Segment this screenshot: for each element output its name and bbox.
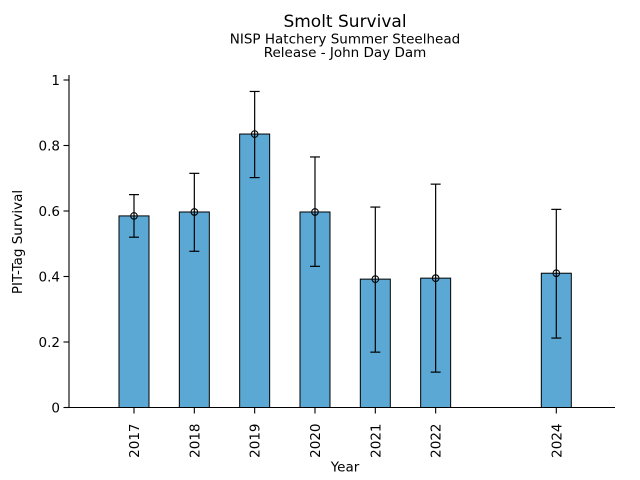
y-tick-label-0.2: 0.2 (39, 335, 60, 351)
y-tick-label-0: 0 (51, 400, 60, 416)
mean-marker-2018 (190, 208, 199, 216)
chart-subtitle-line2: Release - John Day Dam (264, 45, 427, 61)
x-axis-label: Year (330, 460, 360, 476)
mean-marker-2019 (250, 130, 259, 138)
y-tick-label-0.8: 0.8 (39, 138, 60, 154)
plot-area: 0 0.2 0.4 0.6 0.8 1 2017 2018 2019 2020 2021 2022 20… (39, 73, 615, 458)
y-axis-label: PIT-Tag Survival (10, 190, 26, 294)
y-tick-label-0.6: 0.6 (39, 204, 60, 220)
mean-marker-2024 (552, 269, 561, 278)
x-tick-label-2024: 2024 (549, 424, 565, 458)
mean-marker-2020 (311, 208, 319, 216)
mean-marker-2021 (371, 275, 380, 283)
bar-2017 (118, 215, 150, 408)
x-tick-label-2017: 2017 (127, 424, 143, 458)
x-tick-label-2019: 2019 (248, 424, 264, 458)
mean-marker-2022 (431, 274, 440, 282)
y-tick-label-0.4: 0.4 (39, 269, 60, 285)
mean-marker-2017 (130, 212, 138, 220)
chart-subtitle-line1: NISP Hatchery Summer Steelhead (230, 32, 460, 48)
x-tick-label-2020: 2020 (308, 424, 324, 458)
x-tick-label-2022: 2022 (429, 424, 445, 458)
bar-2018 (178, 211, 210, 408)
chart-title: Smolt Survival (283, 12, 406, 32)
y-tick-label-1: 1 (51, 73, 60, 89)
x-tick-label-2018: 2018 (187, 424, 203, 458)
x-tick-label-2021: 2021 (368, 424, 384, 458)
